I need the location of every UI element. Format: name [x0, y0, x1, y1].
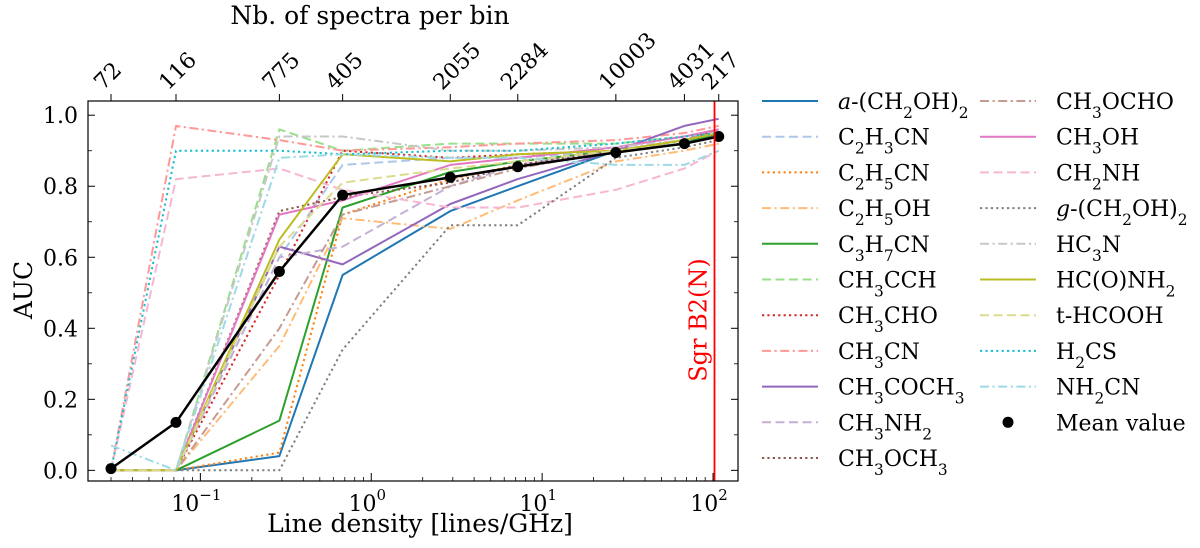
legend-item: Mean value: [1002, 411, 1186, 436]
y-tick-label: 0.8: [43, 175, 78, 200]
legend-item: CH3OCHO: [980, 90, 1174, 122]
plot-frame: [87, 100, 739, 482]
legend-item: CH3OH: [980, 126, 1139, 158]
x-tick-label: 10−1: [171, 486, 221, 517]
mean-point: [273, 265, 285, 277]
legend-label: CH3OCH3: [838, 447, 948, 479]
x-tick-label: 102: [690, 486, 728, 517]
series-line-12: [111, 128, 719, 472]
legend-label: HC3N: [1056, 233, 1121, 265]
legend-label: CH3CN: [838, 340, 920, 372]
plot-area: [105, 101, 725, 481]
mean-point: [713, 131, 725, 143]
y-tick-label: 0.4: [43, 317, 78, 342]
legend-label: Mean value: [1056, 411, 1186, 436]
y-axis-label: AUC: [9, 261, 38, 320]
legend-label: CH3CHO: [838, 304, 938, 336]
y-tick-label: 0.2: [43, 388, 78, 413]
series-line-15: [111, 139, 719, 472]
legend-label: HC(O)NH2: [1056, 269, 1175, 301]
legend-marker: [1002, 416, 1014, 428]
legend-label: NH2CN: [1056, 376, 1140, 408]
series-line-4: [111, 142, 719, 472]
top-tick-label: 72: [90, 58, 127, 95]
series-line-20: [110, 149, 720, 472]
legend-label: H2CS: [1056, 340, 1117, 372]
legend-label: CH3OCHO: [1056, 90, 1174, 122]
legend-item: HC3N: [980, 233, 1121, 265]
legend-item: C2H5CN: [762, 161, 930, 193]
mean-point: [678, 138, 690, 150]
legend-item: C2H3CN: [762, 126, 930, 158]
series-line-13: [111, 128, 719, 472]
mean-point: [610, 146, 622, 158]
series-line-6: [111, 128, 719, 472]
legend-item: CH3CCH: [762, 269, 937, 301]
mean-point: [105, 463, 117, 475]
y-tick-label: 0.0: [43, 459, 78, 484]
x-tick-label: 101: [519, 486, 557, 517]
legend-label: g-(CH2OH)2: [1056, 197, 1188, 229]
y-tick-label: 0.6: [43, 246, 78, 271]
legend-item: H2CS: [980, 340, 1117, 372]
legend-item: CH3NH2: [762, 411, 932, 443]
x-tick-label: 100: [348, 486, 386, 517]
legend-item: CH3COCH3: [762, 376, 965, 408]
sgr-b2-label: Sgr B2(N): [684, 258, 712, 382]
top-tick-label: 405: [321, 48, 368, 95]
mean-point: [337, 189, 349, 201]
legend-label: CH3NH2: [838, 411, 932, 443]
mean-point: [170, 416, 182, 428]
top-tick-label: 775: [258, 48, 305, 95]
series-line-8: [110, 124, 719, 471]
legend-item: CH3CHO: [762, 304, 938, 336]
legend-label: a-(CH2OH)2: [838, 90, 969, 122]
y-tick-label: 1.0: [43, 104, 78, 129]
mean-point: [444, 171, 456, 183]
x-axis-label: Line density [lines/GHz]: [267, 509, 573, 538]
legend-item: C2H5OH: [762, 197, 931, 229]
top-tick-label: 10003: [594, 28, 661, 95]
legend-label: C2H5CN: [838, 161, 930, 193]
series-layer: Sgr B2(N): [105, 101, 725, 481]
legend-item: CH2NH: [980, 161, 1140, 193]
legend-label: CH3OH: [1056, 126, 1139, 158]
legend-item: NH2CN: [980, 376, 1140, 408]
mean-point: [512, 161, 524, 173]
legend-label: CH3COCH3: [838, 376, 965, 408]
series-line-11: [111, 128, 719, 472]
legend-label: CH2NH: [1056, 161, 1140, 193]
top-tick-label: 2055: [429, 38, 486, 95]
legend-item: g-(CH2OH)2: [980, 197, 1188, 229]
legend-item: HC(O)NH2: [980, 269, 1175, 301]
legend-item: CH3CN: [762, 340, 920, 372]
legend-item: a-(CH2OH)2: [762, 90, 969, 122]
top-tick-label: 116: [155, 48, 202, 95]
legend-item: t-HCOOH: [980, 304, 1164, 329]
legend-item: C3H7CN: [762, 233, 930, 265]
legend-label: C2H3CN: [838, 126, 930, 158]
legend-label: C2H5OH: [838, 197, 931, 229]
legend-label: C3H7CN: [838, 233, 930, 265]
top-tick-label: 2284: [496, 38, 553, 95]
legend-label: t-HCOOH: [1056, 304, 1164, 329]
legend-label: CH3CCH: [838, 269, 937, 301]
series-line-19: [110, 132, 719, 471]
top-axis-title: Nb. of spectra per bin: [230, 1, 509, 30]
legend-item: CH3OCH3: [762, 447, 948, 479]
